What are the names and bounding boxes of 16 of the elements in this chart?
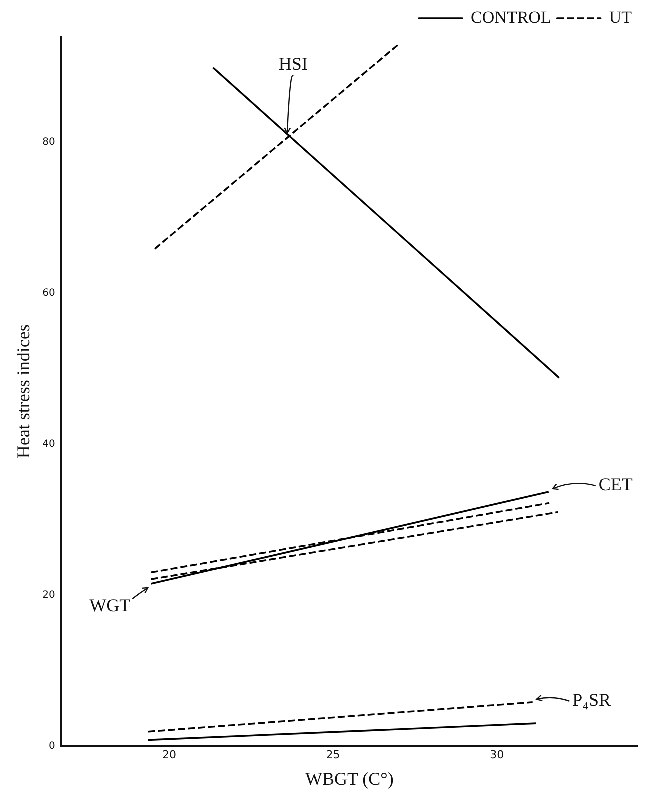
y-tick-label: 40: [42, 439, 56, 450]
y-axis-title: Heat stress indices: [14, 324, 34, 459]
annotation: CET: [598, 474, 633, 495]
annotation: P₄SR: [572, 690, 611, 710]
x-tick-label: 20: [162, 748, 176, 762]
legend-label: UT: [609, 8, 633, 27]
y-tick-label: 0: [48, 740, 56, 752]
x-axis-title: WBGT (C°): [305, 768, 394, 789]
annotation: WGT: [90, 596, 131, 616]
x-tick-label: 30: [490, 748, 504, 762]
x-tick-label: 25: [326, 748, 340, 762]
y-tick-label: 20: [42, 590, 56, 601]
legend-label: CONTROL: [471, 8, 552, 27]
y-tick-label: 60: [42, 288, 56, 300]
y-tick-label: 80: [42, 137, 56, 148]
annotation: HSI: [278, 54, 308, 74]
